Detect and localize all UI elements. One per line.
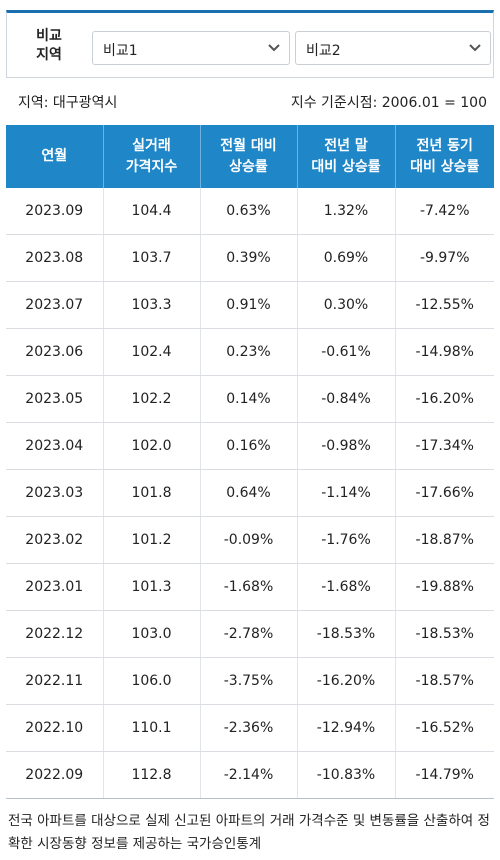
cell-yoy: -7.42% <box>395 188 494 235</box>
cell-month: 2023.06 <box>6 328 104 376</box>
cell-index: 102.0 <box>103 422 201 470</box>
compare-select-1[interactable]: 비교1 <box>92 31 290 65</box>
index-base-label: 지수 기준시점: 2006.01 = 100 <box>290 95 487 111</box>
table-row: 2022.09 112.8 -2.14% -10.83% -14.79% <box>6 751 494 799</box>
price-index-table: 연월 실거래 가격지수 전월 대비 상승률 전년 말 대비 상승률 전년 동기 … <box>6 125 494 799</box>
cell-index: 112.8 <box>103 751 201 799</box>
compare-region-label: 비교 지역 <box>36 28 62 63</box>
cell-month: 2023.05 <box>6 375 104 423</box>
cell-yoy: -16.20% <box>395 375 494 423</box>
col-header-ytd: 전년 말 대비 상승률 <box>297 125 396 188</box>
cell-month: 2022.12 <box>6 610 104 658</box>
compare-select-2[interactable]: 비교2 <box>295 31 491 65</box>
cell-index: 103.0 <box>103 610 201 658</box>
cell-index: 110.1 <box>103 704 201 752</box>
cell-yoy: -18.87% <box>395 516 494 564</box>
cell-ytd: -0.61% <box>297 328 396 376</box>
cell-ytd: -1.76% <box>297 516 396 564</box>
cell-month: 2023.08 <box>6 234 104 282</box>
cell-ytd: 1.32% <box>297 188 396 235</box>
cell-ytd: -18.53% <box>297 610 396 658</box>
table-row: 2022.10 110.1 -2.36% -12.94% -16.52% <box>6 704 494 752</box>
cell-month: 2023.03 <box>6 469 104 517</box>
cell-yoy: -16.52% <box>395 704 494 752</box>
cell-yoy: -18.53% <box>395 610 494 658</box>
cell-ytd: 0.30% <box>297 281 396 329</box>
compare-select-1-value: 비교1 <box>103 43 138 59</box>
cell-mom: -3.75% <box>200 657 298 705</box>
cell-yoy: -9.97% <box>395 234 494 282</box>
cell-month: 2023.01 <box>6 563 104 611</box>
cell-ytd: 0.69% <box>297 234 396 282</box>
cell-mom: 0.64% <box>200 469 298 517</box>
cell-mom: 0.14% <box>200 375 298 423</box>
cell-index: 104.4 <box>103 188 201 235</box>
cell-month: 2022.10 <box>6 704 104 752</box>
cell-yoy: -19.88% <box>395 563 494 611</box>
table-row: 2023.08 103.7 0.39% 0.69% -9.97% <box>6 234 494 282</box>
cell-index: 106.0 <box>103 657 201 705</box>
col-header-month: 연월 <box>6 125 104 188</box>
compare-region-panel: 비교 지역 비교1 비교2 <box>6 10 494 78</box>
cell-mom: 0.63% <box>200 188 298 235</box>
table-row: 2023.07 103.3 0.91% 0.30% -12.55% <box>6 281 494 329</box>
cell-ytd: -1.68% <box>297 563 396 611</box>
region-label: 지역: 대구광역시 <box>18 95 118 111</box>
cell-mom: -0.09% <box>200 516 298 564</box>
cell-yoy: -14.98% <box>395 328 494 376</box>
cell-ytd: -10.83% <box>297 751 396 799</box>
table-row: 2022.11 106.0 -3.75% -16.20% -18.57% <box>6 657 494 705</box>
cell-yoy: -14.79% <box>395 751 494 799</box>
table-row: 2023.09 104.4 0.63% 1.32% -7.42% <box>6 188 494 235</box>
table-row: 2023.02 101.2 -0.09% -1.76% -18.87% <box>6 516 494 564</box>
table-row: 2023.03 101.8 0.64% -1.14% -17.66% <box>6 469 494 517</box>
cell-mom: 0.39% <box>200 234 298 282</box>
table-row: 2023.06 102.4 0.23% -0.61% -14.98% <box>6 328 494 376</box>
table-body: 2023.09 104.4 0.63% 1.32% -7.42% 2023.08 103.7… <box>6 188 494 799</box>
cell-ytd: -16.20% <box>297 657 396 705</box>
col-header-mom: 전월 대비 상승률 <box>200 125 298 188</box>
cell-mom: 0.91% <box>200 281 298 329</box>
cell-index: 103.3 <box>103 281 201 329</box>
cell-month: 2023.07 <box>6 281 104 329</box>
cell-yoy: -17.34% <box>395 422 494 470</box>
cell-mom: 0.23% <box>200 328 298 376</box>
cell-yoy: -12.55% <box>395 281 494 329</box>
col-header-yoy: 전년 동기 대비 상승률 <box>395 125 494 188</box>
cell-index: 102.4 <box>103 328 201 376</box>
cell-month: 2022.09 <box>6 751 104 799</box>
cell-ytd: -1.14% <box>297 469 396 517</box>
cell-mom: -2.78% <box>200 610 298 658</box>
cell-mom: 0.16% <box>200 422 298 470</box>
cell-mom: -2.36% <box>200 704 298 752</box>
cell-mom: -1.68% <box>200 563 298 611</box>
cell-ytd: -12.94% <box>297 704 396 752</box>
chevron-down-icon <box>259 32 289 64</box>
footnote: 전국 아파트를 대상으로 실제 신고된 아파트의 거래 가격수준 및 변동률을 … <box>8 813 490 852</box>
cell-month: 2023.02 <box>6 516 104 564</box>
cell-index: 101.3 <box>103 563 201 611</box>
table-row: 2022.12 103.0 -2.78% -18.53% -18.53% <box>6 610 494 658</box>
cell-yoy: -17.66% <box>395 469 494 517</box>
cell-index: 101.8 <box>103 469 201 517</box>
table-header-row: 연월 실거래 가격지수 전월 대비 상승률 전년 말 대비 상승률 전년 동기 … <box>6 125 494 188</box>
cell-yoy: -18.57% <box>395 657 494 705</box>
table-row: 2023.05 102.2 0.14% -0.84% -16.20% <box>6 375 494 423</box>
compare-select-2-value: 비교2 <box>306 43 341 59</box>
cell-ytd: -0.98% <box>297 422 396 470</box>
chevron-down-icon <box>460 32 490 64</box>
cell-ytd: -0.84% <box>297 375 396 423</box>
cell-index: 103.7 <box>103 234 201 282</box>
table-row: 2023.01 101.3 -1.68% -1.68% -19.88% <box>6 563 494 611</box>
col-header-index: 실거래 가격지수 <box>103 125 201 188</box>
cell-index: 102.2 <box>103 375 201 423</box>
cell-month: 2023.04 <box>6 422 104 470</box>
cell-index: 101.2 <box>103 516 201 564</box>
cell-month: 2023.09 <box>6 188 104 235</box>
cell-mom: -2.14% <box>200 751 298 799</box>
table-row: 2023.04 102.0 0.16% -0.98% -17.34% <box>6 422 494 470</box>
cell-month: 2022.11 <box>6 657 104 705</box>
